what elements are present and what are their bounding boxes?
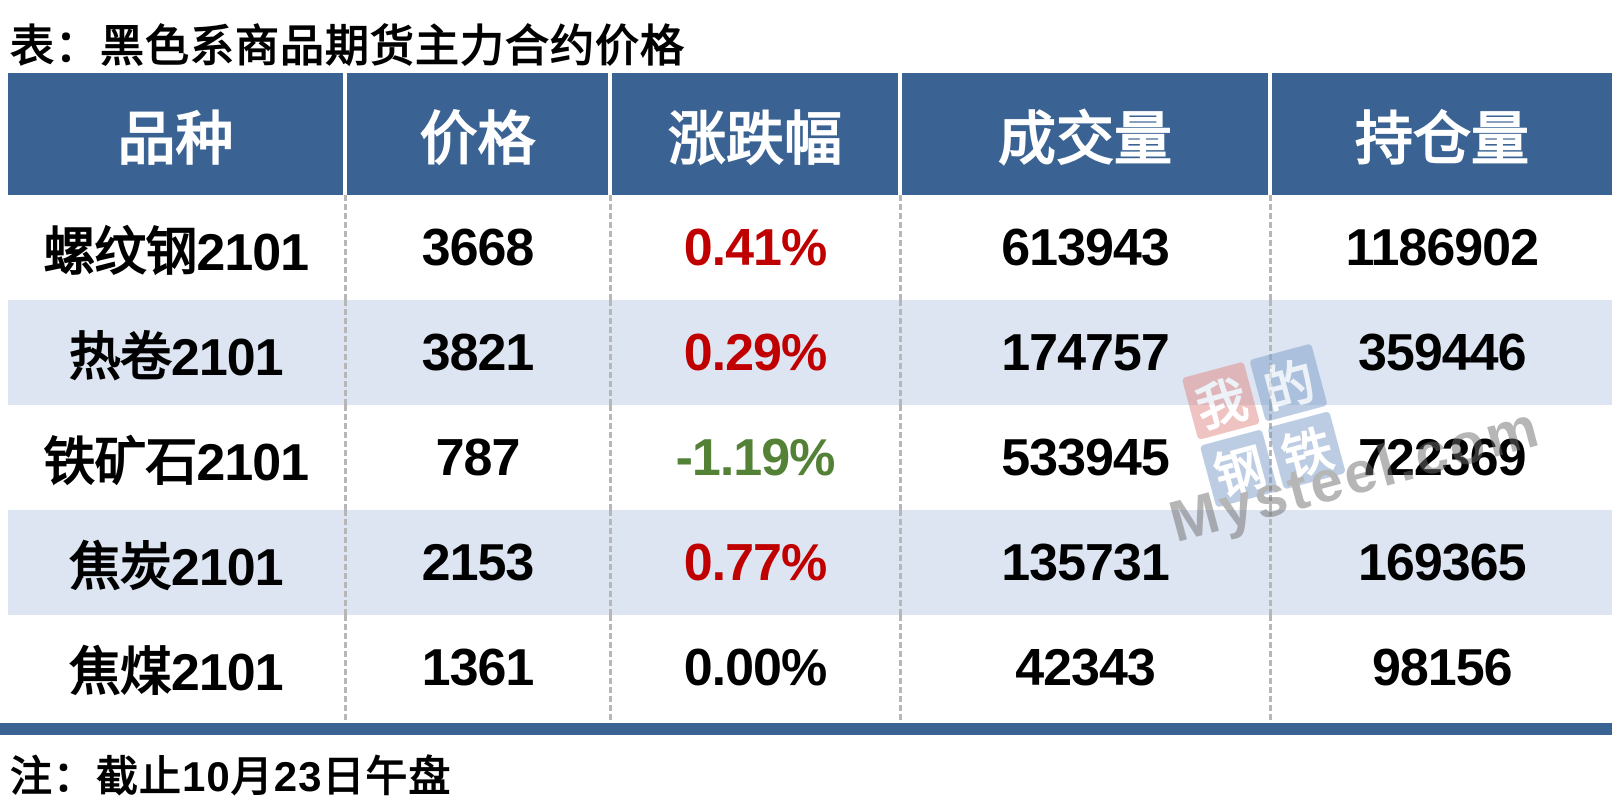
table-header-row: 品种 价格 涨跌幅 成交量 持仓量 <box>8 73 1612 195</box>
volume-cell: 613943 <box>898 195 1270 300</box>
divider-bar <box>0 723 1612 735</box>
change-cell: 0.00% <box>608 615 900 720</box>
volume-cell: 174757 <box>898 300 1270 405</box>
column-header-variety: 品种 <box>8 73 345 195</box>
open-interest-cell: 169365 <box>1268 510 1612 615</box>
column-header-open-interest: 持仓量 <box>1268 73 1612 195</box>
price-cell: 3821 <box>343 300 610 405</box>
variety-cell: 铁矿石2101 <box>43 434 309 492</box>
table-row: 焦炭2101 2153 0.77% 135731 169365 <box>8 510 1612 615</box>
column-header-price: 价格 <box>343 73 610 195</box>
table-row: 热卷2101 3821 0.29% 174757 359446 <box>8 300 1612 405</box>
price-cell: 2153 <box>343 510 610 615</box>
column-header-change: 涨跌幅 <box>608 73 900 195</box>
table-row: 螺纹钢2101 3668 0.41% 613943 1186902 <box>8 195 1612 300</box>
change-cell: -1.19% <box>608 405 900 510</box>
price-cell: 1361 <box>343 615 610 720</box>
open-interest-cell: 98156 <box>1268 615 1612 720</box>
open-interest-cell: 359446 <box>1268 300 1612 405</box>
volume-cell: 533945 <box>898 405 1270 510</box>
change-cell: 0.29% <box>608 300 900 405</box>
column-header-volume: 成交量 <box>898 73 1270 195</box>
price-cell: 3668 <box>343 195 610 300</box>
open-interest-cell: 1186902 <box>1268 195 1612 300</box>
variety-cell: 热卷2101 <box>8 300 345 405</box>
open-interest-cell: 722369 <box>1268 405 1612 510</box>
footnote: 注：截止10月23日午盘 <box>10 753 452 800</box>
price-cell: 787 <box>343 405 610 510</box>
change-cell: 0.77% <box>608 510 900 615</box>
futures-price-table: 品种 价格 涨跌幅 成交量 持仓量 螺纹钢2101 3668 0.41% 613… <box>8 73 1612 720</box>
variety-cell: 焦煤2101 <box>68 644 284 702</box>
change-cell: 0.41% <box>608 195 900 300</box>
table-row: 焦煤2101 1361 0.00% 42343 98156 <box>8 615 1612 720</box>
volume-cell: 135731 <box>898 510 1270 615</box>
page-title: 表：黑色系商品期货主力合约价格 <box>10 22 685 71</box>
table-row: 铁矿石2101 787 -1.19% 533945 722369 <box>8 405 1612 510</box>
volume-cell: 42343 <box>898 615 1270 720</box>
variety-cell: 螺纹钢2101 <box>43 224 309 282</box>
variety-cell: 焦炭2101 <box>8 510 345 615</box>
